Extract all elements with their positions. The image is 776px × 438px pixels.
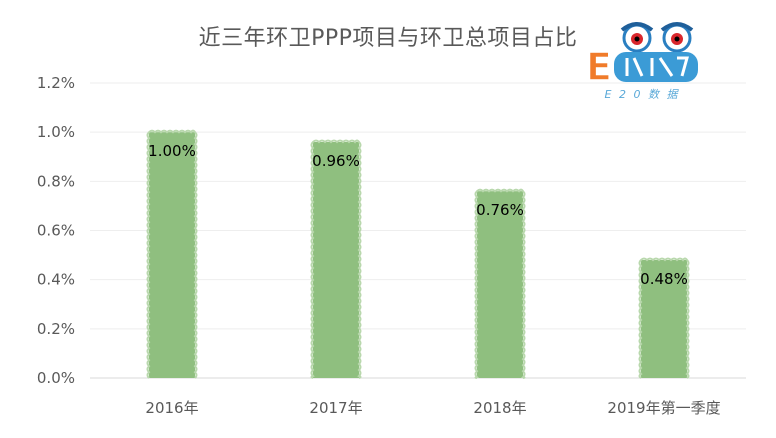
bar: [146, 129, 198, 379]
bar-edge-left: [310, 141, 315, 379]
y-tick-label: 0.2%: [37, 320, 75, 338]
bar: [638, 257, 690, 379]
y-tick-label: 1.2%: [37, 74, 75, 92]
x-axis: 2016年 2017年 2018年 2019年第一季度: [145, 399, 720, 417]
bar-edge-right: [357, 141, 362, 379]
x-category-label: 2019年第一季度: [607, 399, 720, 417]
y-axis: 0.0% 0.2% 0.4% 0.6% 0.8% 1.0% 1.2%: [37, 74, 75, 387]
logo-subtitle: E 2 0 数 据: [604, 88, 680, 101]
y-tick-label: 0.6%: [37, 222, 75, 240]
bar-fill: [313, 142, 359, 378]
data-label: 0.76%: [476, 201, 524, 219]
gridlines: [90, 82, 746, 379]
x-category-label: 2017年: [309, 399, 362, 417]
bar-fill: [477, 191, 523, 378]
bars: [146, 129, 690, 379]
data-label: 1.00%: [148, 142, 196, 160]
chart-title: 近三年环卫PPP项目与环卫总项目占比: [198, 26, 578, 51]
x-category-label: 2018年: [473, 399, 526, 417]
data-label: 0.48%: [640, 270, 688, 288]
bar-fill: [149, 132, 195, 378]
bar-edge-top: [312, 139, 360, 144]
bar-edge-top: [640, 257, 688, 262]
bar: [474, 188, 526, 379]
bar-edge-right: [685, 259, 690, 379]
bar-edge-right: [520, 190, 526, 379]
bar-edge-top: [476, 188, 524, 193]
bar-edge-right: [193, 131, 198, 379]
y-tick-label: 0.8%: [37, 172, 75, 190]
data-labels: 1.00% 0.96% 0.76% 0.48%: [148, 142, 688, 288]
x-category-label: 2016年: [145, 399, 198, 417]
bar-edge-left: [146, 131, 151, 379]
bar-edge-left: [474, 190, 480, 379]
bar-edge-top: [148, 129, 196, 134]
y-tick-label: 0.4%: [37, 271, 75, 289]
logo-letter: E: [586, 45, 612, 88]
owl-logo-icon: E: [585, 22, 698, 90]
bar-edge-left: [638, 259, 643, 379]
bar: [310, 139, 362, 379]
e20-logo: E E 2 0 数 据: [582, 8, 702, 110]
y-tick-label: 1.0%: [37, 123, 75, 141]
y-tick-label: 0.0%: [37, 369, 75, 387]
bar-fill: [641, 260, 687, 378]
data-label: 0.96%: [312, 152, 360, 170]
